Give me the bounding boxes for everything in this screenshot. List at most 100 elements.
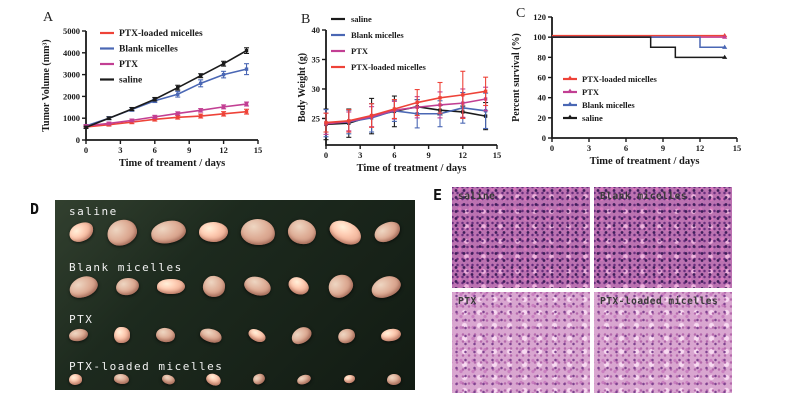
tumor-specimen — [245, 326, 267, 345]
svg-text:100: 100 — [533, 32, 546, 42]
svg-text:120: 120 — [533, 12, 546, 22]
tumor-specimen — [296, 372, 313, 386]
legend: saline Blank micelles PTX PTX-loaded micell… — [331, 14, 427, 72]
tumor-specimens — [65, 215, 405, 249]
axes: 0 20 40 60 80 100 120 0 3 6 9 12 15 Time of treatment… — [511, 12, 741, 167]
tumor-specimens — [65, 270, 405, 302]
panel-d-letter: D — [30, 200, 40, 218]
histology-label: saline — [458, 191, 496, 202]
svg-text:Blank micelles: Blank micelles — [119, 45, 178, 55]
tumor-specimen — [201, 274, 227, 299]
tumor-row-ptx: PTX — [65, 313, 405, 347]
svg-text:25: 25 — [312, 113, 321, 123]
tumor-specimen — [198, 325, 224, 345]
tumor-specimen — [154, 326, 176, 344]
svg-text:6: 6 — [624, 143, 628, 153]
tumor-specimen — [66, 272, 100, 301]
histology-image-ptx-loaded-micelles: PTX-loaded micelles — [594, 292, 732, 393]
series-blank-micelles — [323, 91, 489, 138]
histology-image-blank-micelles: Blank micelles — [594, 187, 732, 288]
svg-text:PTX-loaded micelles: PTX-loaded micelles — [582, 74, 658, 84]
histology-label: PTX-loaded micelles — [600, 296, 719, 307]
tumor-specimen — [160, 373, 176, 386]
tumor-specimen — [241, 273, 273, 300]
svg-text:saline: saline — [582, 113, 603, 123]
svg-text:20: 20 — [538, 113, 547, 123]
tumor-specimen — [288, 323, 315, 347]
svg-text:PTX: PTX — [119, 60, 138, 70]
svg-text:35: 35 — [312, 54, 321, 64]
svg-text:1000: 1000 — [63, 113, 80, 123]
percent-survival-chart: 0 20 40 60 80 100 120 0 3 6 9 12 15 Time of treatment… — [511, 12, 741, 167]
tumor-specimen — [204, 370, 223, 388]
tumor-specimen — [336, 326, 357, 345]
tumor-specimen — [343, 374, 356, 385]
tumor-photo-panel: saline Blank micelles PTX PTX-loaded micell… — [55, 200, 415, 390]
svg-text:Time of treatment / days: Time of treatment / days — [590, 156, 700, 167]
tumor-specimen — [104, 215, 141, 249]
tumor-specimen — [113, 373, 131, 386]
tumor-row-saline: saline — [65, 205, 405, 249]
svg-text:saline: saline — [351, 14, 372, 24]
series-saline — [552, 36, 728, 59]
svg-text:Percent survival (%): Percent survival (%) — [511, 33, 522, 122]
panel-c-letter: C — [516, 6, 526, 21]
tumor-row-label: Blank micelles — [69, 261, 183, 275]
svg-text:Blank micelles: Blank micelles — [582, 100, 635, 110]
svg-text:PTX: PTX — [351, 46, 369, 56]
tumor-specimen — [157, 278, 185, 294]
tumor-specimen — [325, 215, 365, 249]
svg-text:12: 12 — [459, 150, 468, 160]
tumor-specimen — [69, 373, 83, 385]
series-saline — [83, 47, 250, 130]
tumor-row-ptx-loaded-micelles: PTX-loaded micelles — [65, 359, 405, 388]
tumor-specimen — [238, 216, 277, 248]
svg-text:60: 60 — [538, 73, 547, 83]
svg-text:12: 12 — [696, 143, 705, 153]
tumor-volume-chart: 0 1000 2000 3000 4000 5000 0 3 6 9 12 15 Time of tre… — [41, 26, 263, 169]
tumor-specimen — [368, 272, 404, 301]
svg-text:15: 15 — [493, 150, 502, 160]
panel-b-letter: B — [301, 12, 311, 27]
tumor-specimen — [380, 327, 402, 343]
tumor-specimens — [65, 370, 405, 388]
histology-image-saline: saline — [452, 187, 590, 288]
svg-text:Body Weight (g): Body Weight (g) — [297, 53, 308, 122]
svg-text:0: 0 — [550, 143, 554, 153]
svg-text:Time of treatment / days: Time of treatment / days — [357, 163, 467, 174]
tumor-specimen — [324, 270, 357, 302]
axes: 25 30 35 40 0 3 6 9 12 15 Time of treatment / days… — [297, 25, 501, 174]
svg-text:3: 3 — [358, 150, 362, 160]
svg-text:Blank micelles: Blank micelles — [351, 30, 404, 40]
svg-text:6: 6 — [392, 150, 396, 160]
tumor-specimen — [68, 327, 90, 343]
svg-text:0: 0 — [76, 135, 80, 145]
tumor-specimen — [66, 218, 98, 247]
svg-text:40: 40 — [312, 25, 321, 35]
svg-text:2000: 2000 — [63, 91, 80, 101]
svg-text:15: 15 — [254, 145, 263, 155]
tumor-specimen — [198, 222, 228, 242]
panel-a-letter: A — [43, 10, 54, 25]
series-blank-micelles — [552, 36, 728, 49]
svg-text:Tumor Volume (mm³): Tumor Volume (mm³) — [41, 39, 52, 131]
tumor-row-blank-micelles: Blank micelles — [65, 261, 405, 302]
svg-text:saline: saline — [119, 76, 142, 86]
svg-text:PTX-loaded micelles: PTX-loaded micelles — [351, 62, 427, 72]
legend: PTX-loaded micelles PTX Blank micelles sali… — [563, 74, 658, 123]
svg-text:0: 0 — [324, 150, 328, 160]
tumor-specimen — [251, 371, 267, 387]
tumor-specimen — [285, 274, 313, 299]
tumor-specimens — [65, 323, 405, 347]
tumor-specimen — [114, 327, 130, 344]
series-ptx-loaded-micelles — [323, 70, 489, 133]
panel-e-letter: E — [433, 186, 443, 204]
svg-text:5000: 5000 — [63, 26, 80, 36]
tumor-row-label: PTX-loaded micelles — [69, 359, 224, 373]
svg-text:3: 3 — [587, 143, 591, 153]
svg-text:0: 0 — [542, 133, 546, 143]
svg-text:12: 12 — [219, 145, 228, 155]
svg-text:0: 0 — [84, 145, 88, 155]
tumor-specimen — [114, 275, 141, 297]
